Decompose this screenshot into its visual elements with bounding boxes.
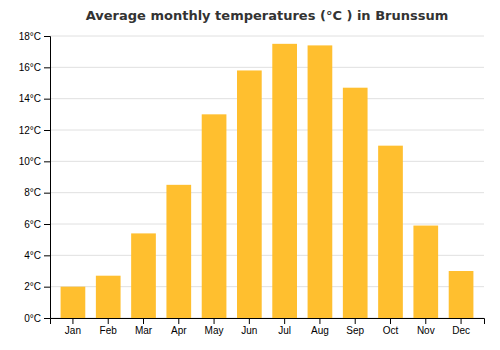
x-tick: Nov [417,318,435,336]
tick-mark [44,130,50,131]
tick-mark [44,161,50,162]
tick-mark [44,99,50,100]
y-tick: 4°C [24,250,50,261]
y-tick: 16°C [19,62,50,73]
tick-mark [284,318,285,324]
grid-line [50,67,484,68]
bar [272,44,297,318]
tick-mark [44,36,50,37]
x-tick-label: Jun [241,325,257,336]
bar [166,185,191,318]
grid-line [50,192,484,193]
y-tick-label: 6°C [24,219,41,230]
tick-mark [390,318,391,324]
y-tick-label: 10°C [19,156,41,167]
y-tick: 6°C [24,219,50,230]
bar [449,271,474,318]
bar [131,233,156,318]
bar [202,114,227,318]
chart: Jan Feb Mar Apr May Jun Jul Aug Sep Oct Nov Dec 0°C 2… [0,0,500,350]
x-tick: Mar [135,318,153,336]
y-tick-label: 18°C [19,31,41,42]
x-tick-label: May [205,325,224,336]
x-tick-label: Sep [346,325,364,336]
tick-mark [178,318,179,324]
x-axis: Jan Feb Mar Apr May Jun Jul Aug Sep Oct Nov Dec [51,318,485,336]
y-tick: 8°C [24,187,50,198]
y-tick: 14°C [19,93,50,104]
x-tick-label: Mar [135,325,153,336]
x-tick-label: Jan [65,325,81,336]
y-tick-label: 0°C [24,313,41,324]
x-tick-label: Apr [171,325,187,336]
bar [308,45,333,318]
tick-mark [355,318,356,324]
tick-mark [44,255,50,256]
tick-mark [319,318,320,324]
bar [237,70,262,318]
x-tick: Sep [346,318,364,336]
grid-line [50,36,484,37]
x-tick: May [205,318,224,336]
bar [378,146,403,318]
tick-mark [214,318,215,324]
bar [61,287,86,318]
axis-line [44,37,51,319]
tick-mark [143,318,144,324]
x-tick: Dec [452,318,470,336]
y-tick-label: 2°C [24,281,41,292]
x-tick: Aug [311,318,329,336]
grid-line [50,98,484,99]
bar [96,276,121,318]
x-tick: Apr [171,318,187,336]
bar [413,226,438,318]
tick-mark [44,193,50,194]
y-axis: 0°C 2°C 4°C 6°C 8°C 10°C 12°C 14°C 16°C 18°C [19,31,51,324]
y-tick-label: 14°C [19,93,41,104]
tick-mark [461,318,462,324]
x-tick-label: Jul [278,325,291,336]
axis-line [51,319,485,325]
x-tick: Feb [100,318,118,336]
x-tick: Oct [383,318,399,336]
y-tick: 2°C [24,281,50,292]
x-tick-label: Dec [452,325,470,336]
y-tick-label: 12°C [19,125,41,136]
tick-mark [44,224,50,225]
x-tick-label: Feb [100,325,118,336]
x-tick-label: Oct [383,325,399,336]
y-tick-label: 16°C [19,62,41,73]
tick-mark [44,318,50,319]
bar [343,88,368,318]
title: Average monthly temperatures (°C ) in Br… [86,8,449,23]
x-tick-label: Aug [311,325,329,336]
grid-line [50,224,484,225]
tick-mark [44,287,50,288]
grid-line [50,130,484,131]
y-tick: 12°C [19,125,50,136]
grid [50,36,484,318]
y-tick-label: 4°C [24,250,41,261]
grid-line [50,161,484,162]
bars [61,44,474,318]
y-tick: 18°C [19,31,50,42]
y-tick-label: 8°C [24,187,41,198]
tick-mark [72,318,73,324]
y-tick: 0°C [24,313,50,324]
x-tick: Jun [241,318,257,336]
tick-mark [108,318,109,324]
tick-mark [425,318,426,324]
x-tick: Jan [65,318,81,336]
y-tick: 10°C [19,156,50,167]
x-tick-label: Nov [417,325,435,336]
tick-mark [249,318,250,324]
x-tick: Jul [278,318,291,336]
tick-mark [44,67,50,68]
